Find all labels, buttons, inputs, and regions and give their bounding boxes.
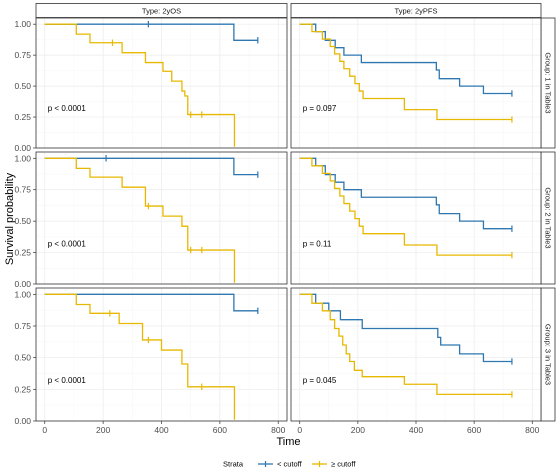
panel-2ypfs-group-3: p = 0.045 0 200 400 600 800 [290,287,542,435]
panel-2yos-group-2-y-tick-label-0: 0.00 [14,279,31,289]
panel-2ypfs-group-3-x-tick-label-600: 600 [467,425,481,435]
panel-2ypfs-group-2-curve-at-or-above-cutoff [299,157,512,256]
panel-2yos-group-2-y-tick-label-0-25: 0.25 [14,248,31,258]
panel-2yos-group-1-y-tick-label-1: 1.00 [14,19,31,29]
legend-label-at-or-above-cutoff: ≥ cutoff [331,460,356,469]
panel-2yos-group-1-curve-below-cutoff [44,23,258,41]
panel-2ypfs-group-3-x-tick-label-800: 800 [525,425,539,435]
panel-2yos-group-3-x-tick-label-400: 400 [154,425,168,435]
panel-2yos-group-3-y-tick-label-0-5: 0.50 [14,353,31,363]
panel-2ypfs-group-1-curve-below-cutoff [299,23,512,95]
column-strip-2yos-label: Type: 2yOS [142,6,181,15]
panel-2yos-group-3-x-tick-label-0: 0 [42,425,47,435]
panel-2yos-group-2: p < 0.0001 0.00 0.25 0.50 0.75 1.00 [14,151,288,289]
panel-2ypfs-group-1-border [290,17,542,149]
panel-2yos-group-1-pvalue: p < 0.0001 [48,104,87,113]
panel-2ypfs-group-3-curve-at-or-above-cutoff [299,293,512,396]
row-strip-group-2-label: Group: 2 in Table3 [543,187,552,248]
panel-2ypfs-group-1-curve-at-or-above-cutoff [299,23,512,121]
column-strip-2ypfs [290,3,542,18]
panel-2yos-group-1-curve-at-or-above-cutoff [44,23,236,147]
panel-2ypfs-group-3-curve-below-cutoff [299,293,512,363]
legend-title: Strata [223,460,244,469]
column-strip-2ypfs-label: Type: 2yPFS [395,6,438,15]
panel-2yos-group-3-x-tick-label-200: 200 [96,425,110,435]
panel-2yos-group-3-y-tick-label-0: 0.00 [14,416,31,426]
panel-2ypfs-group-3-x-tick-label-0: 0 [297,425,302,435]
panel-2yos-group-3-x-tick-label-600: 600 [213,425,227,435]
panel-2ypfs-group-3-x-tick-label-200: 200 [351,425,365,435]
panel-2yos-group-1-y-tick-label-0-75: 0.75 [14,50,31,60]
panel-2ypfs-group-2: p = 0.11 [290,151,542,285]
row-strip-group-1-label: Group: 1 in Table3 [543,52,552,113]
panel-2ypfs-group-1: p = 0.097 [290,17,542,149]
panel-2yos-group-2-y-tick-label-0-75: 0.75 [14,185,31,195]
panel-2yos-group-1-y-tick-label-0: 0.00 [14,143,31,153]
panel-2yos-group-1-y-tick-label-0-25: 0.25 [14,112,31,122]
panel-2yos-group-2-border [35,151,288,285]
panel-2yos-group-3-x-tick-label-800: 800 [271,425,285,435]
legend-key-below-cutoff [258,461,273,467]
panel-2yos-group-2-pvalue: p < 0.0001 [48,239,87,248]
panel-2ypfs-group-3-x-tick-label-400: 400 [409,425,423,435]
legend-key-at-or-above-cutoff [312,461,327,467]
panel-2yos-group-1: p < 0.0001 0.00 0.25 0.50 0.75 1.00 [14,17,288,153]
panel-2yos-group-2-y-tick-label-1: 1.00 [14,153,31,163]
panel-2yos-group-3-curve-at-or-above-cutoff [44,293,236,420]
y-axis-title: Survival probability [4,172,16,265]
panel-2yos-group-2-y-tick-label-0-5: 0.50 [14,216,31,226]
panel-2yos-group-3-curve-below-cutoff [44,293,258,312]
row-strip-group-3-label: Group: 3 in Table3 [543,324,552,385]
panel-2yos-group-3-y-tick-label-0-25: 0.25 [14,384,31,394]
panel-2yos-group-2-curve-at-or-above-cutoff [44,157,236,283]
panel-2yos-group-2-curve-below-cutoff [44,157,258,176]
legend-label-below-cutoff: < cutoff [277,460,303,469]
panel-2ypfs-group-2-curve-below-cutoff [299,157,512,230]
column-strip-2yos [35,3,288,18]
panel-2ypfs-group-2-border [290,151,542,285]
panel-2yos-group-3-y-tick-label-0-75: 0.75 [14,321,31,331]
legend: Strata < cutoff ≥ cutoff [223,460,356,469]
panel-2yos-group-1-y-tick-label-0-5: 0.50 [14,81,31,91]
x-axis-title: Time [276,436,300,448]
panel-2yos-group-1-border [35,17,288,149]
panel-2ypfs-group-2-pvalue: p = 0.11 [303,239,332,248]
panel-2ypfs-group-1-pvalue: p = 0.097 [303,104,337,113]
panel-2yos-group-3: p < 0.0001 0 200 400 600 800 0.00 0.25 0.50 0.75 1… [14,287,288,435]
panel-2yos-group-3-y-tick-label-1: 1.00 [14,289,31,299]
panel-2yos-group-3-pvalue: p < 0.0001 [48,376,87,385]
panel-grid: p < 0.0001 0.00 0.25 0.50 0.75 1.00 p = 0.097 p… [14,17,542,435]
panel-2ypfs-group-3-pvalue: p = 0.045 [303,376,337,385]
